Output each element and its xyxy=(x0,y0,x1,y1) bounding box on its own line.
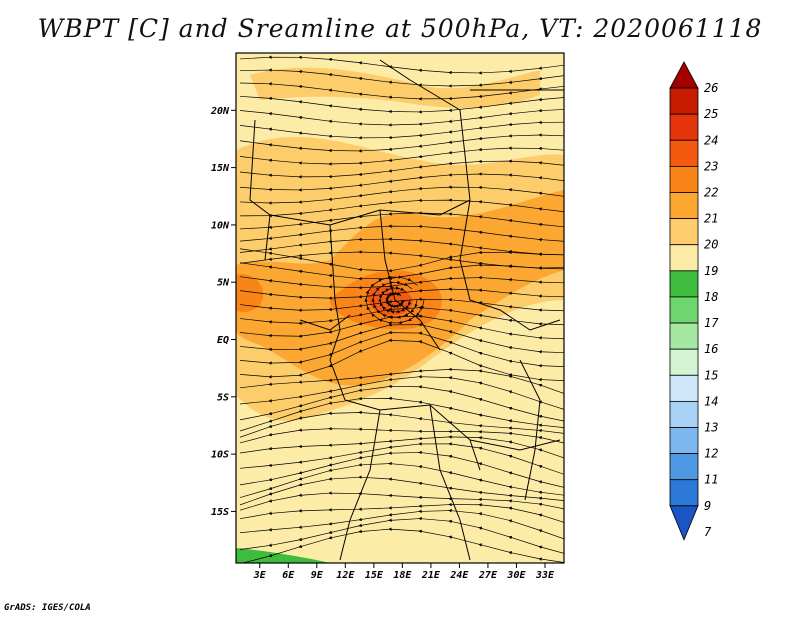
lat-label: 5S xyxy=(217,392,229,403)
colorbar-min-triangle xyxy=(669,505,699,541)
lat-label: 5N xyxy=(217,278,230,289)
colorbar-label: 9 xyxy=(704,499,711,513)
lon-label: 9E xyxy=(311,570,324,581)
lat-label: 10N xyxy=(211,220,230,231)
colorbar-max-triangle xyxy=(669,61,699,89)
colorbar-swatch xyxy=(669,453,699,481)
lon-label: 27E xyxy=(478,570,498,581)
border-line xyxy=(249,119,271,261)
grads-credit: GrADS: IGES/COLA xyxy=(4,603,91,613)
streamline xyxy=(239,338,564,382)
colorbar-label: 11 xyxy=(704,473,718,487)
colorbar-swatch xyxy=(669,348,699,376)
lon-label: 18E xyxy=(393,570,412,581)
colorbar-label: 21 xyxy=(704,212,718,226)
colorbar-swatch xyxy=(669,87,699,115)
colorbar-swatch xyxy=(669,218,699,246)
colorbar-label: 16 xyxy=(704,342,718,356)
lon-label: 21E xyxy=(421,570,441,581)
colorbar-label: 19 xyxy=(704,264,718,278)
colorbar-label: 20 xyxy=(704,238,718,252)
colorbar-swatch xyxy=(669,244,699,272)
lon-label: 33E xyxy=(535,570,555,581)
colorbar-label: 15 xyxy=(704,368,718,382)
map-frame xyxy=(235,52,565,564)
colorbar-label: 24 xyxy=(704,133,718,147)
colorbar-swatch xyxy=(669,479,699,507)
streamline xyxy=(239,224,564,242)
colorbar-label: 22 xyxy=(704,186,718,200)
colorbar-label: 12 xyxy=(704,447,718,461)
colorbar-label: 7 xyxy=(704,525,712,539)
colorbar-label: 17 xyxy=(704,316,719,330)
streamline xyxy=(241,527,564,563)
colorbar-swatch xyxy=(669,374,699,402)
colorbar-swatch xyxy=(669,296,699,324)
lat-label: 15S xyxy=(211,507,229,518)
lon-label: 3E xyxy=(253,570,267,581)
streamline xyxy=(239,426,564,444)
colorbar-swatch xyxy=(669,113,699,141)
latitude-axis: 20N 15N 10N 5N EQ 5S 10S 15S xyxy=(210,106,236,518)
field-contour xyxy=(236,274,264,313)
lat-label: 10S xyxy=(211,450,229,461)
streamline xyxy=(364,275,425,325)
colorbar-swatch xyxy=(669,192,699,220)
colorbar: 26 25 24 23 22 21 20 19 18 17 16 15 14 13 12 11 9 7 xyxy=(669,61,719,541)
map-panel xyxy=(236,53,564,563)
colorbar-label: 13 xyxy=(704,421,718,435)
lon-label: 6E xyxy=(282,570,295,581)
lon-label: 24E xyxy=(449,570,469,581)
colorbar-label: 14 xyxy=(704,394,718,408)
colorbar-label: 26 xyxy=(704,81,718,95)
colorbar-swatch xyxy=(669,165,699,193)
lon-label: 12E xyxy=(336,570,355,581)
streamline xyxy=(239,491,564,511)
lat-label: 20N xyxy=(210,106,230,117)
chart-title: WBPT [C] and Sreamline at 500hPa, VT: 20… xyxy=(37,14,763,43)
lon-label: 15E xyxy=(365,570,384,581)
colorbar-label: 23 xyxy=(704,159,718,173)
colorbar-swatch xyxy=(669,322,699,350)
colorbar-swatch xyxy=(669,270,699,298)
colorbar-swatch xyxy=(669,139,699,167)
lon-label: 30E xyxy=(506,570,526,581)
colorbar-swatch xyxy=(669,400,699,428)
lat-label: EQ xyxy=(217,335,229,346)
lat-label: 15N xyxy=(211,163,230,174)
colorbar-label: 25 xyxy=(704,107,718,121)
streamlines xyxy=(239,55,564,563)
colorbar-swatch xyxy=(669,427,699,455)
longitude-axis: 3E 6E 9E 12E 15E 18E 21E 24E 27E 30E 33E xyxy=(253,563,555,581)
colorbar-label: 18 xyxy=(704,290,718,304)
